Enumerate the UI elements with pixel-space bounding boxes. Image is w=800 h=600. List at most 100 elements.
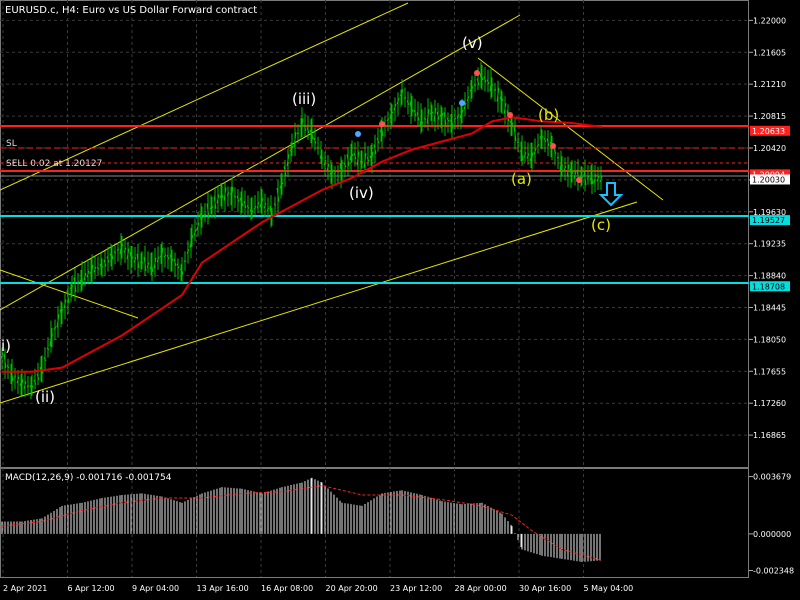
candle-body [226,192,230,196]
candle-body [336,170,340,173]
candle-body [396,98,400,105]
y-tick-label: 1.19630 [753,208,786,217]
candle-body [153,257,157,269]
candle-body [400,89,404,97]
price-tag-label: 1.19527 [752,216,785,225]
y-tick-label: 1.18050 [753,335,786,344]
candle-body [43,357,47,362]
candle-body [0,352,4,359]
candle-body [450,114,454,129]
price-tag-bg [750,174,790,185]
sl-label: SL [6,139,17,149]
trend-line-small[interactable] [0,269,139,319]
y-tick-label: 1.21210 [753,80,786,89]
wave-label-iii: (iii) [292,90,316,108]
candle-body [323,159,327,166]
price-tag-bg [750,281,790,292]
price-series [0,62,603,400]
macd-tick-label: 0.000000 [753,530,791,539]
candle-body [230,186,234,202]
candle-body [20,379,24,389]
candle-body [73,277,77,292]
y-tick-label: 1.19235 [753,240,786,249]
candle-body [13,375,17,379]
candle-body [350,151,354,157]
price-tag-bg [750,169,790,180]
candle-body [376,138,380,144]
candle-body [480,73,484,81]
candle-body [90,264,94,277]
candle-body [436,111,440,120]
horizontal-levels[interactable] [0,125,749,284]
wave-label-a: (a) [511,170,532,188]
candle-body [96,267,100,270]
time-axis: 2 Apr 2021 6 Apr 12:00 9 Apr 04:00 13 Apr 1… [3,584,633,593]
candle-body [593,174,597,183]
candle-body [126,248,130,260]
trade-marker [355,131,361,137]
candle-body [310,127,314,140]
candle-body [583,170,587,186]
candle-body [356,151,360,166]
candle-body [466,96,470,102]
candle-body [183,260,187,262]
candle-body [80,272,84,286]
candle-body [333,170,337,175]
candle-body [423,117,427,121]
candle-body [386,118,390,122]
candle-body [440,113,444,122]
macd-tick-label: -0.002348 [753,567,794,576]
candle-body [76,281,80,284]
candle-body [476,78,480,85]
candle-body [233,195,237,198]
candle-body [390,111,394,115]
trade-marker [550,143,556,149]
candle-body [110,250,114,259]
candle-body [283,166,287,176]
candle-body [599,176,603,183]
candle-body [526,153,530,159]
candle-body [260,198,264,206]
candle-body [213,196,217,209]
macd-panel-frame [0,468,749,578]
candle-body [280,179,284,185]
candle-body [36,373,40,380]
candle-body [243,201,247,209]
macd-signal-line [1,485,603,561]
x-tick-label: 30 Apr 16:00 [519,584,571,593]
candle-body [23,381,27,389]
wave-label-i: i) [1,337,11,355]
candle-body [33,379,37,385]
macd-tick-label: 0.003679 [753,473,791,482]
candle-body [483,76,487,83]
wave-label-b: (b) [538,106,559,124]
candle-body [326,164,330,171]
candle-body [300,118,304,133]
candle-body [273,203,277,206]
channel-lower-line[interactable] [0,201,638,404]
price-tag-bg [750,125,790,136]
candle-body [236,196,240,202]
candle-body [470,86,474,92]
x-tick-label: 6 Apr 12:00 [68,584,115,593]
trade-marker [459,100,465,106]
candle-body [170,256,174,261]
candle-body [130,256,134,261]
y-tick-label: 1.20815 [753,112,786,121]
grid [0,0,749,577]
candle-body [66,290,70,303]
candle-body [530,152,534,163]
candle-body [346,154,350,166]
candle-body [263,203,267,209]
candle-body [176,263,180,269]
candle-body [63,299,67,309]
candle-body [513,126,517,141]
channel-upper-line-2[interactable] [0,2,409,191]
candle-body [516,141,520,144]
main-panel-frame [0,0,749,468]
candle-body [523,152,527,158]
candle-body [83,272,87,280]
candle-body [426,109,430,124]
candle-body [250,207,254,213]
